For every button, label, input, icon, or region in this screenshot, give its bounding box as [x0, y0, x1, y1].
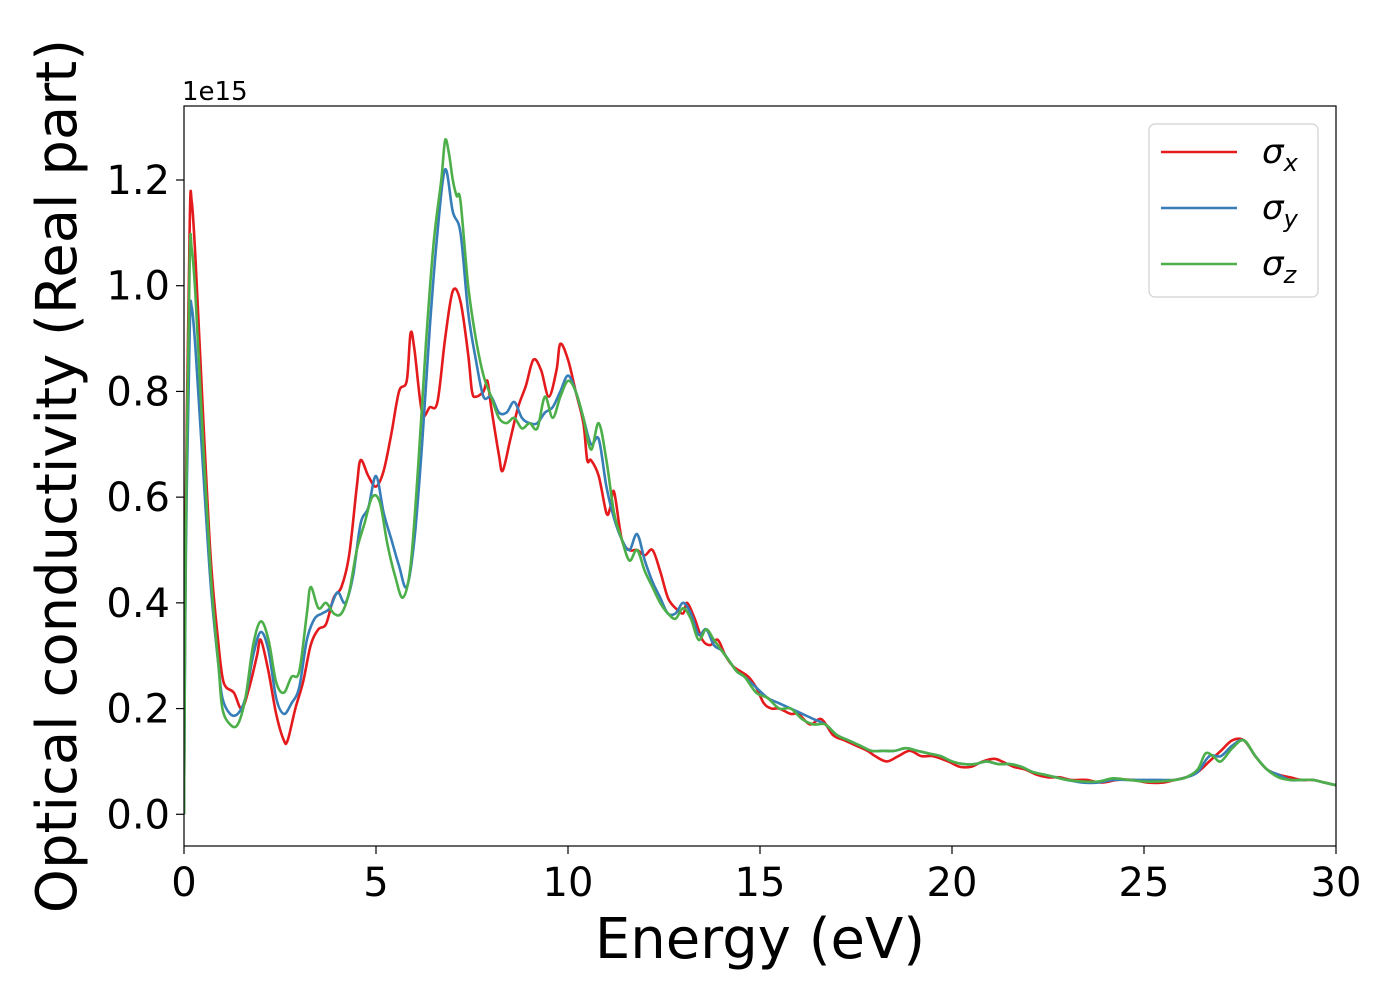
legend: σx σy σz — [1148, 123, 1319, 298]
x-tick-label: 15 — [735, 860, 786, 906]
legend-box — [1148, 123, 1319, 298]
legend-label-x: σx — [1262, 132, 1299, 177]
y-tick-label: 1.0 — [106, 264, 170, 310]
x-tick-label: 30 — [1311, 860, 1362, 906]
x-tick-label: 10 — [543, 860, 594, 906]
y-axis: 0.0 0.2 0.4 0.6 0.8 1.0 1.2 — [106, 158, 184, 838]
series-line-z — [184, 138, 1336, 815]
y-tick-label: 1.2 — [106, 158, 170, 204]
x-axis-label: Energy (eV) — [595, 907, 925, 972]
x-axis: 0 5 10 15 20 25 30 — [171, 846, 1361, 906]
y-tick-label: 0.4 — [106, 581, 170, 627]
legend-label-z: σz — [1262, 244, 1298, 289]
x-tick-label: 25 — [1119, 860, 1170, 906]
x-tick-label: 20 — [927, 860, 978, 906]
y-offset-text: 1e15 — [182, 77, 248, 107]
y-tick-label: 0.8 — [106, 369, 170, 415]
y-tick-label: 0.6 — [106, 475, 170, 521]
series-layer — [184, 138, 1336, 815]
y-axis-label: Optical conductivity (Real part) — [25, 39, 90, 913]
legend-label-y: σy — [1262, 188, 1299, 233]
x-tick-label: 0 — [171, 860, 196, 906]
y-tick-label: 0.0 — [106, 792, 170, 838]
x-tick-label: 5 — [363, 860, 388, 906]
y-tick-label: 0.2 — [106, 687, 170, 733]
